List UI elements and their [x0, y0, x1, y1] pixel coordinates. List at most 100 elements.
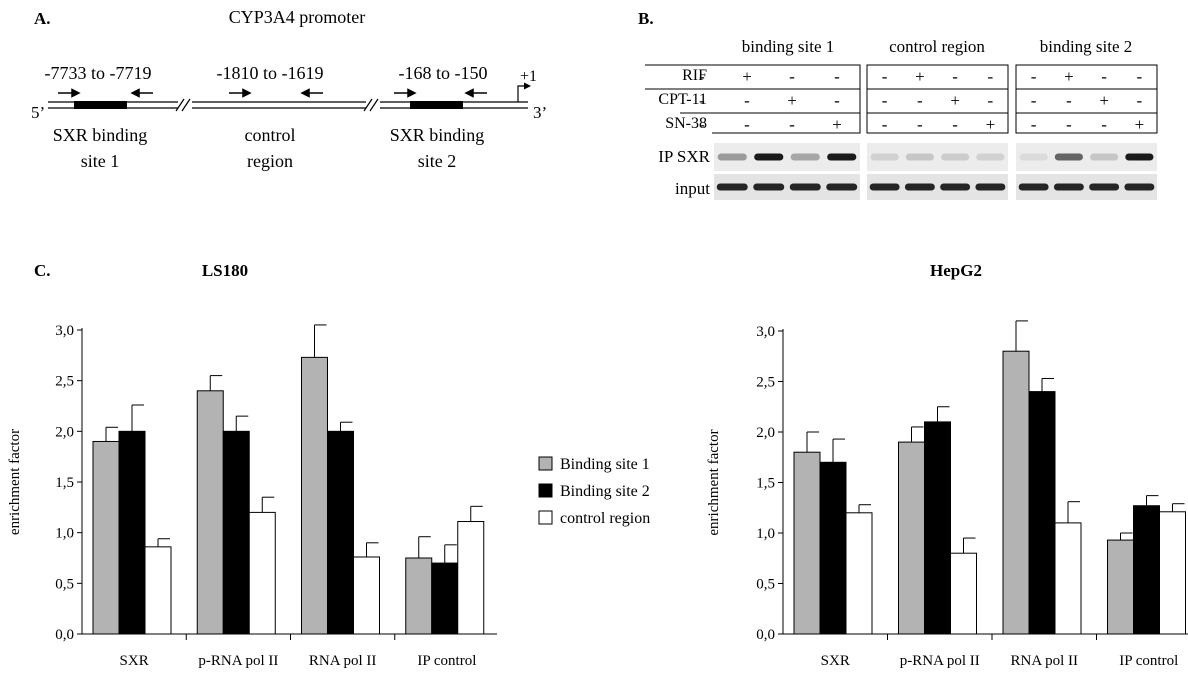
y-tick-label: 0,5 [756, 577, 775, 593]
bar-binding-site-1 [793, 451, 821, 635]
bar-binding-site-2 [819, 461, 847, 635]
gel-band [717, 153, 747, 161]
x-tick-label: IP control [1119, 653, 1178, 669]
bar-binding-site-1 [92, 440, 120, 635]
treatment-sign: - [882, 115, 888, 134]
treatment-sign: - [882, 91, 888, 110]
y-tick-label: 0,0 [55, 627, 74, 643]
x-tick-label: SXR [821, 653, 850, 669]
gel-band [789, 183, 821, 191]
treatment-sign: - [1137, 91, 1143, 110]
input-row-label: input [675, 179, 710, 198]
treatment-sign: + [986, 115, 996, 134]
treatment-sign: - [1066, 115, 1072, 134]
promoter-title: CYP3A4 promoter [229, 7, 366, 27]
gel-band [753, 183, 785, 191]
legend-swatch-binding-site-2 [538, 483, 553, 498]
group-1-label: binding site 1 [742, 37, 835, 56]
treatment-sign: - [744, 91, 750, 110]
five-prime-label: 5’ [31, 103, 45, 122]
bar-control-region [845, 512, 873, 635]
bar-control-region [353, 556, 380, 635]
panel-c-label: C. [34, 261, 51, 280]
gel-band [975, 183, 1006, 191]
bar-binding-site-2 [924, 421, 951, 635]
treatment-sign: - [988, 91, 994, 110]
treatment-sign: - [834, 67, 840, 86]
treatment-grid [645, 64, 1158, 134]
panel-b-label: B. [638, 9, 654, 28]
bar-binding-site-2 [222, 430, 250, 635]
bar-binding-site-2 [118, 430, 146, 635]
treatment-sign: - [789, 115, 795, 134]
region-3-name-line2: site 2 [418, 151, 457, 171]
treatment-sign: + [832, 115, 842, 134]
gel-band [1090, 153, 1119, 161]
treatment-sign: + [787, 91, 797, 110]
legend: Binding site 1 Binding site 2 control re… [538, 456, 650, 527]
x-tick-label: RNA pol II [1011, 653, 1079, 669]
tss-arrowhead [524, 82, 531, 90]
y-tick-label: 0,5 [55, 576, 74, 592]
gel-band [1053, 183, 1084, 191]
gel-band [870, 153, 899, 161]
three-prime-label: 3’ [533, 103, 547, 122]
ip-row-label: IP SXR [658, 147, 710, 166]
gel-band [1054, 153, 1083, 161]
panel-a-label: A. [34, 9, 51, 28]
treatment-sign: - [1101, 115, 1107, 134]
treatment-sign: - [789, 67, 795, 86]
treatment-sign: - [699, 91, 705, 110]
gel-band [1089, 183, 1120, 191]
bar-binding-site-1 [898, 441, 925, 635]
panel-c: C. LS180 enrichment factor 0,0 0,5 1,0 1,5 2,0… [7, 261, 1188, 669]
region-3-name-line1: SXR binding [390, 125, 485, 145]
treatment-sign: - [744, 115, 750, 134]
treatment-sign: - [1031, 91, 1037, 110]
region-1-range: -7733 to -7719 [45, 63, 152, 83]
y-tick-label: 1,0 [756, 526, 775, 542]
bar-control-region [457, 521, 485, 635]
treatment-signs: - + - - - + - - - + - - - - + - - - + - - - + - - - - + - - - + - - - + [699, 67, 1144, 134]
x-tick-label: p-RNA pol II [198, 653, 278, 669]
bar-control-region [248, 511, 276, 635]
x-tick-label: SXR [120, 653, 149, 669]
bar-control-region [144, 546, 172, 635]
treatment-sign: - [952, 67, 958, 86]
treatment-sign: - [917, 91, 923, 110]
x-tick-label: IP control [417, 653, 476, 669]
y-tick-label: 2,0 [55, 424, 74, 440]
treatment-sign: - [1137, 67, 1143, 86]
legend-label-binding-site-2: Binding site 2 [560, 483, 650, 500]
panel-b: B. binding site 1 control region binding… [638, 9, 1158, 200]
bar-binding-site-2 [431, 562, 459, 635]
binding-site-2-box [410, 101, 463, 109]
legend-swatch-control-region [538, 510, 553, 525]
gel-band [827, 153, 857, 161]
treatment-sign: + [1064, 67, 1074, 86]
binding-site-1-box [74, 101, 127, 109]
gel-band [904, 183, 935, 191]
treatment-sign: + [950, 91, 960, 110]
chart-hepg2: HepG2 enrichment factor 0,0 0,5 1,0 1,5 2,0 2,5… [706, 261, 1188, 669]
treatment-sign: - [917, 115, 923, 134]
y-tick-label: 2,0 [756, 425, 775, 441]
treatment-sign: + [1099, 91, 1109, 110]
y-tick-label: 2,5 [756, 375, 775, 391]
gel-band [869, 183, 900, 191]
y-tick-label: 2,5 [55, 374, 74, 390]
y-tick-label: 0,0 [756, 627, 775, 643]
chart-title: HepG2 [930, 261, 982, 280]
treatment-2-label: CPT-11 [658, 91, 707, 108]
bar-control-region [950, 552, 977, 635]
treatment-sign: - [1031, 115, 1037, 134]
group-2-label: control region [889, 37, 985, 56]
panel-a: A. CYP3A4 promoter -7733 to -7719 -1810 … [31, 7, 547, 171]
treatment-sign: + [742, 67, 752, 86]
gel-band [976, 153, 1005, 161]
y-axis-label: enrichment factor [706, 429, 722, 535]
y-axis-label: enrichment factor [7, 429, 23, 535]
gel-band [1019, 153, 1048, 161]
legend-swatch-binding-site-1 [538, 456, 553, 471]
